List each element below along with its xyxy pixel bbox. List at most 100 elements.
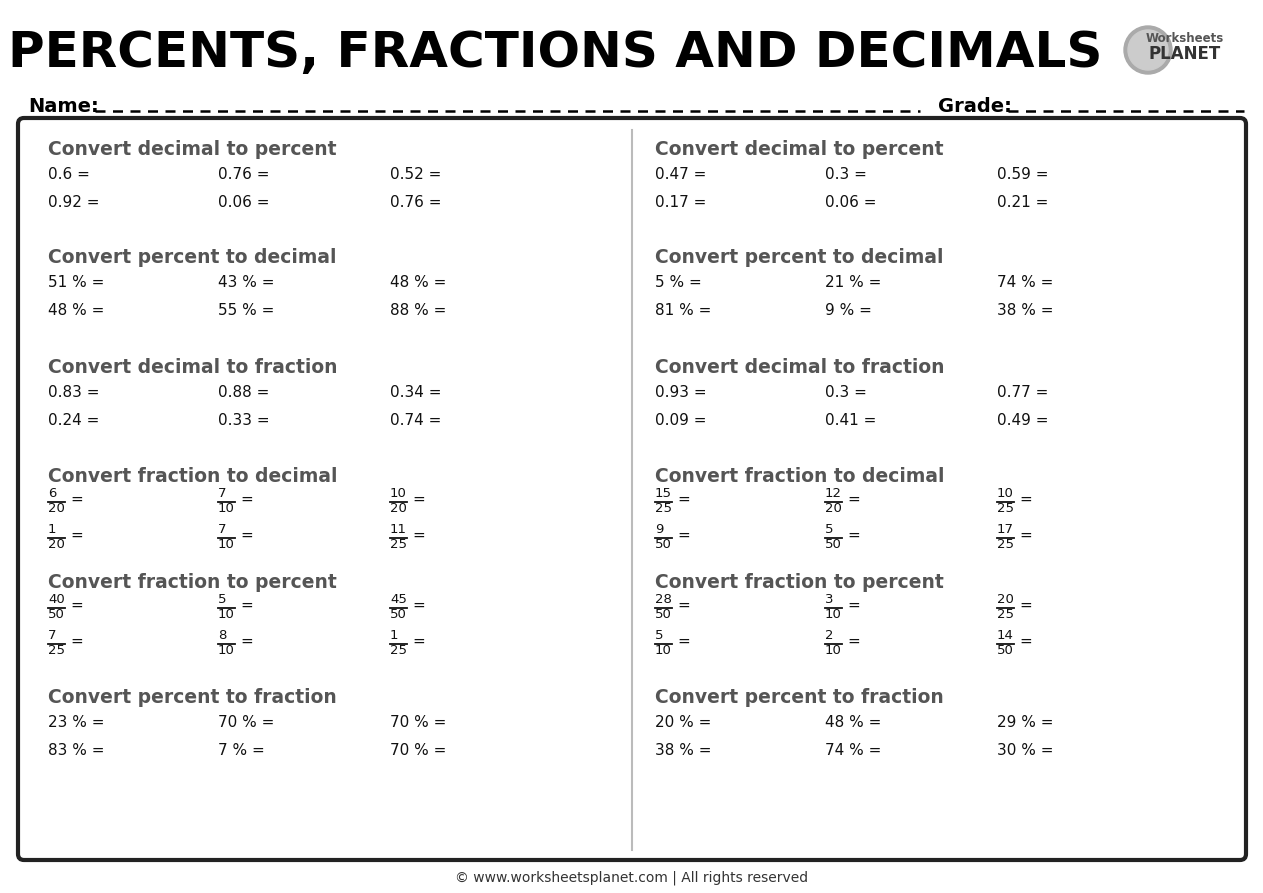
Text: Worksheets: Worksheets [1146, 32, 1224, 46]
Text: 10: 10 [218, 503, 235, 515]
Text: 10: 10 [825, 608, 842, 622]
Text: =: = [412, 598, 424, 613]
Text: 25: 25 [997, 538, 1014, 552]
FancyBboxPatch shape [18, 118, 1247, 860]
Text: 6: 6 [48, 487, 57, 500]
Text: 25: 25 [48, 645, 64, 657]
Text: 7: 7 [48, 629, 57, 642]
Text: 70 % =: 70 % = [218, 715, 274, 730]
Text: 9: 9 [655, 523, 663, 536]
Text: 0.76 =: 0.76 = [390, 195, 442, 210]
Text: =: = [412, 492, 424, 507]
Text: 25: 25 [655, 503, 672, 515]
Text: 50: 50 [997, 645, 1014, 657]
Text: 20: 20 [48, 538, 64, 552]
Text: 0.88 =: 0.88 = [218, 385, 269, 400]
Text: =: = [240, 634, 253, 649]
Text: =: = [412, 634, 424, 649]
Text: 11: 11 [390, 523, 407, 536]
Text: 0.6 =: 0.6 = [48, 167, 90, 182]
Text: 0.3 =: 0.3 = [825, 385, 866, 400]
Text: 0.24 =: 0.24 = [48, 413, 100, 428]
Text: 0.06 =: 0.06 = [825, 195, 877, 210]
Text: 0.41 =: 0.41 = [825, 413, 877, 428]
Text: 10: 10 [997, 487, 1014, 500]
Text: 50: 50 [825, 538, 842, 552]
Text: 40: 40 [48, 593, 64, 606]
Text: 20 % =: 20 % = [655, 715, 711, 730]
Text: 0.92 =: 0.92 = [48, 195, 100, 210]
Text: 55 % =: 55 % = [218, 303, 274, 318]
Text: 17: 17 [997, 523, 1014, 536]
Text: 7: 7 [218, 487, 226, 500]
Text: 20: 20 [997, 593, 1014, 606]
Text: 50: 50 [655, 608, 672, 622]
Text: 88 % =: 88 % = [390, 303, 446, 318]
Text: 20: 20 [48, 503, 64, 515]
Text: =: = [1019, 492, 1032, 507]
Text: 45: 45 [390, 593, 407, 606]
Text: =: = [677, 528, 690, 543]
Text: Convert percent to decimal: Convert percent to decimal [655, 248, 943, 267]
Text: 10: 10 [655, 645, 672, 657]
Text: 0.76 =: 0.76 = [218, 167, 269, 182]
Text: =: = [240, 598, 253, 613]
Text: 74 % =: 74 % = [825, 743, 882, 758]
Text: 15: 15 [655, 487, 672, 500]
Text: 50: 50 [390, 608, 407, 622]
Text: 0.17 =: 0.17 = [655, 195, 706, 210]
Text: 0.3 =: 0.3 = [825, 167, 866, 182]
Text: =: = [240, 528, 253, 543]
Text: 0.52 =: 0.52 = [390, 167, 441, 182]
Text: 50: 50 [48, 608, 64, 622]
Text: 0.74 =: 0.74 = [390, 413, 441, 428]
Text: 8: 8 [218, 629, 226, 642]
Text: 1: 1 [390, 629, 399, 642]
Text: =: = [677, 634, 690, 649]
Text: 28: 28 [655, 593, 672, 606]
Text: 0.06 =: 0.06 = [218, 195, 269, 210]
Text: 25: 25 [997, 608, 1014, 622]
Text: Convert decimal to fraction: Convert decimal to fraction [655, 358, 945, 377]
Text: 25: 25 [997, 503, 1014, 515]
Text: 5 % =: 5 % = [655, 275, 702, 290]
Text: =: = [677, 492, 690, 507]
Text: 10: 10 [218, 645, 235, 657]
Text: 7: 7 [218, 523, 226, 536]
Text: Convert percent to fraction: Convert percent to fraction [655, 688, 943, 707]
Text: 25: 25 [390, 538, 407, 552]
Text: 10: 10 [825, 645, 842, 657]
Text: =: = [677, 598, 690, 613]
Text: 12: 12 [825, 487, 842, 500]
Circle shape [1128, 30, 1168, 70]
Text: 10: 10 [218, 538, 235, 552]
Text: =: = [847, 634, 860, 649]
Text: 0.77 =: 0.77 = [997, 385, 1048, 400]
Text: 7 % =: 7 % = [218, 743, 265, 758]
Text: =: = [69, 528, 83, 543]
Text: =: = [69, 634, 83, 649]
Text: 10: 10 [390, 487, 407, 500]
Text: Convert percent to fraction: Convert percent to fraction [48, 688, 337, 707]
Text: Name:: Name: [28, 97, 99, 116]
Text: 2: 2 [825, 629, 834, 642]
Text: 30 % =: 30 % = [997, 743, 1053, 758]
Text: 0.33 =: 0.33 = [218, 413, 269, 428]
Text: =: = [240, 492, 253, 507]
Text: 48 % =: 48 % = [48, 303, 105, 318]
Text: 5: 5 [655, 629, 663, 642]
Text: =: = [1019, 598, 1032, 613]
Text: 10: 10 [218, 608, 235, 622]
Text: 29 % =: 29 % = [997, 715, 1053, 730]
Text: 23 % =: 23 % = [48, 715, 105, 730]
Text: 48 % =: 48 % = [390, 275, 446, 290]
Text: PLANET: PLANET [1149, 45, 1221, 63]
Text: 81 % =: 81 % = [655, 303, 711, 318]
Text: 9 % =: 9 % = [825, 303, 871, 318]
Text: 51 % =: 51 % = [48, 275, 105, 290]
Text: 50: 50 [655, 538, 672, 552]
Text: Convert fraction to percent: Convert fraction to percent [655, 573, 943, 592]
Text: Convert decimal to fraction: Convert decimal to fraction [48, 358, 337, 377]
Text: 38 % =: 38 % = [997, 303, 1053, 318]
Text: =: = [1019, 528, 1032, 543]
